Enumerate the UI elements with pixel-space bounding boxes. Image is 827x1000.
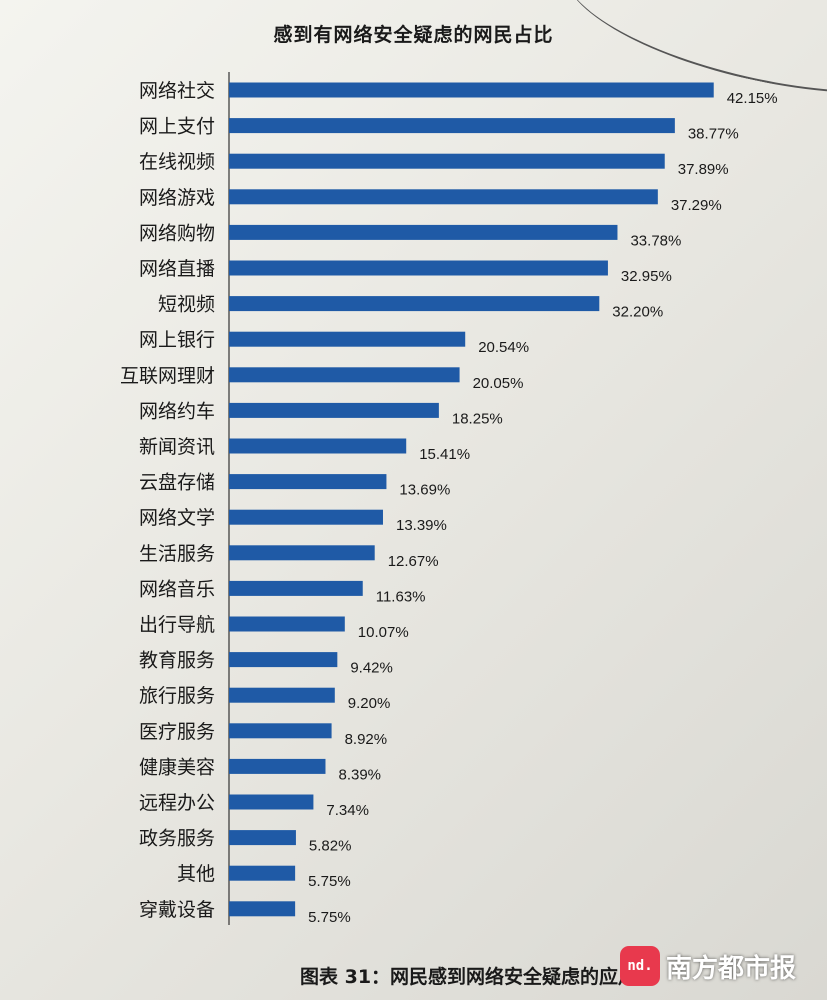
bar [229,580,363,596]
value-label: 5.75% [308,909,351,926]
value-label: 7.34% [326,802,369,819]
value-label: 32.20% [612,304,663,321]
value-label: 8.39% [338,766,381,783]
bar [229,224,618,240]
category-label: 网上银行 [139,329,215,351]
category-label: 出行导航 [139,614,215,636]
value-label: 11.63% [376,588,426,605]
value-label: 38.77% [688,126,739,143]
watermark: nd. 南方都市报 [620,946,796,986]
bar [229,474,387,490]
bar [229,723,332,739]
bar [229,153,665,169]
value-label: 20.54% [478,339,529,356]
bar [229,509,383,525]
category-label: 生活服务 [139,543,215,565]
value-label: 5.82% [309,838,352,855]
category-label: 在线视频 [139,151,215,173]
value-label: 42.15% [727,90,778,107]
category-label: 云盘存储 [139,472,215,494]
value-label: 37.89% [678,161,729,178]
bar [229,260,608,276]
value-label: 9.20% [348,695,391,712]
value-label: 13.69% [399,482,450,499]
bar [229,758,326,774]
category-label: 短视频 [158,294,215,316]
bar [229,189,658,205]
chart-title: 感到有网络安全疑虑的网民占比 [273,24,554,46]
figure-caption: 图表 31：网民感到网络安全疑虑的应用 [300,966,638,988]
value-label: 9.42% [350,660,393,677]
category-label: 其他 [177,863,215,885]
newspaper-logo-icon: nd. [620,946,660,986]
category-label: 远程办公 [139,792,215,814]
bar [229,438,407,454]
category-label: 网络约车 [139,400,215,422]
value-label: 32.95% [621,268,672,285]
bar [229,118,675,134]
category-label: 互联网理财 [120,365,215,387]
category-label: 健康美容 [139,756,215,778]
value-label: 5.75% [308,873,351,890]
bar [229,402,439,418]
bar [229,545,375,561]
category-label: 旅行服务 [139,685,215,707]
bar [229,331,466,347]
value-label: 8.92% [345,731,388,748]
category-label: 政务服务 [139,828,215,850]
category-label: 网上支付 [139,116,215,138]
value-label: 37.29% [671,197,722,214]
bar [229,296,600,312]
watermark-text: 南方都市报 [666,953,797,984]
category-label: 教育服务 [139,650,215,672]
category-label: 网络游戏 [139,187,215,209]
category-label: 网络社交 [139,80,215,102]
value-label: 18.25% [452,410,503,427]
value-label: 12.67% [388,553,439,570]
bar [229,901,296,917]
bar [229,865,296,881]
category-label: 新闻资讯 [139,436,215,458]
category-label: 网络购物 [139,222,215,244]
bar [229,794,314,810]
category-label: 网络音乐 [139,578,215,600]
bar [229,616,345,632]
bar [229,687,335,703]
value-label: 15.41% [419,446,470,463]
category-label: 网络文学 [139,507,215,529]
category-label: 穿戴设备 [139,899,215,921]
category-label: 网络直播 [139,258,215,280]
category-label: 医疗服务 [139,721,215,743]
value-label: 33.78% [630,232,681,249]
bar [229,82,714,98]
bar [229,830,296,846]
bar [229,652,338,668]
bar [229,367,460,383]
value-label: 13.39% [396,517,447,534]
value-label: 10.07% [358,624,409,641]
value-label: 20.05% [473,375,524,392]
